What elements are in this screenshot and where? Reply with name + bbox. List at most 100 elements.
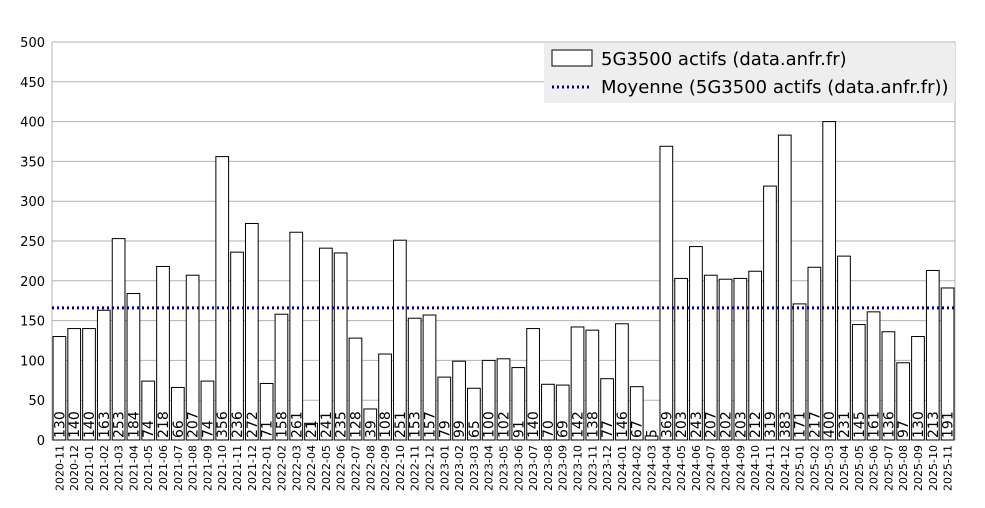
bar [644,435,659,441]
x-tick-label: 2021-04 [127,445,140,491]
value-label: 66 [171,420,187,438]
x-tick-label: 2025-01 [794,445,807,491]
bar [318,247,333,441]
bar [896,362,911,441]
value-label: 142 [571,411,587,438]
value-label: 356 [215,411,231,438]
value-label: 70 [541,420,557,438]
bar [851,324,866,441]
value-label: 235 [334,411,350,438]
x-tick-label: 2021-03 [113,445,126,491]
value-label: 108 [378,411,394,438]
x-tick-label: 2022-06 [335,445,348,491]
x-tick-label: 2025-08 [897,445,910,491]
x-tick-label: 2023-02 [453,445,466,491]
y-tick-label: 250 [20,235,45,250]
value-label: 319 [763,411,779,438]
bar [259,382,274,441]
bar [452,360,466,441]
value-label: 243 [689,411,705,438]
bar [170,386,185,441]
x-tick-label: 2023-10 [572,445,585,491]
value-label: 400 [822,411,838,438]
x-tick-label: 2023-09 [557,445,570,491]
x-tick-label: 2023-01 [438,445,451,491]
x-tick-label: 2022-05 [320,445,333,491]
bar [748,270,763,441]
x-tick-label: 2024-08 [720,445,733,491]
value-label: 71 [260,420,276,438]
y-axis-ticks: 0 50 100 150 200 250 300 350 400 450 500 [20,36,45,449]
x-tick-label: 2023-07 [527,445,540,491]
value-label: 74 [141,420,157,438]
bars [52,121,955,441]
value-label: 369 [659,411,675,438]
x-tick-label: 2021-06 [157,445,170,491]
bar [541,383,555,441]
x-tick-label: 2023-04 [483,445,496,491]
y-tick-label: 150 [20,315,45,330]
x-tick-label: 2025-06 [868,445,881,491]
bar [777,134,792,441]
value-label: 138 [585,411,601,438]
legend-box [544,43,955,103]
x-tick-label: 2022-12 [423,445,436,491]
x-tick-label: 2024-06 [690,445,703,491]
x-tick-label: 2025-02 [808,445,821,491]
bar [763,185,777,441]
bar [467,387,481,441]
bar [185,274,200,441]
value-label: 91 [511,420,527,438]
value-label: 261 [289,411,305,438]
bar [940,287,955,441]
x-tick-label: 2021-10 [216,445,229,491]
bar [600,378,614,441]
bar [304,422,318,441]
x-tick-label: 2020-11 [53,445,66,491]
y-tick-label: 0 [37,434,45,449]
value-label: 128 [348,411,364,438]
value-label: 213 [926,411,942,438]
x-tick-label: 2022-07 [349,445,362,491]
value-label: 77 [600,420,616,438]
value-label: 161 [867,411,883,438]
value-label: 236 [230,411,246,438]
legend: 5G3500 actifs (data.anfr.fr) Moyenne (5G… [544,43,955,103]
y-tick-label: 200 [20,275,45,290]
x-tick-label: 2023-12 [601,445,614,491]
x-tick-label: 2024-02 [631,445,644,491]
bar [393,239,407,441]
bar [733,277,748,441]
value-label: 140 [526,411,542,438]
x-tick-label: 2021-11 [231,445,244,491]
x-tick-label: 2021-12 [246,445,259,491]
legend-label-bars: 5G3500 actifs (data.anfr.fr) [601,49,847,70]
value-label: 130 [911,411,927,438]
x-tick-label: 2025-05 [853,445,866,491]
value-label: 251 [393,411,409,438]
x-tick-label: 2024-05 [675,445,688,491]
bar [481,359,496,441]
value-label: 218 [156,411,172,438]
x-tick-label: 2022-09 [379,445,392,491]
x-tick-label: 2021-01 [83,445,96,491]
value-label: 207 [186,411,202,438]
bar [925,269,940,441]
x-tick-label: 2022-11 [409,445,422,491]
value-label: 74 [200,420,216,438]
bar [615,323,629,441]
bar [82,328,96,441]
legend-swatch-bars [551,49,593,67]
x-tick-label: 2022-03 [290,445,303,491]
bar [496,358,511,441]
y-tick-label: 450 [20,76,45,91]
bar [718,278,733,441]
value-label: 140 [82,411,98,438]
y-tick-label: 350 [20,155,45,170]
bar [437,376,452,441]
value-label: 99 [452,420,468,438]
bar [274,313,289,441]
value-label: 212 [748,411,764,438]
value-label: 130 [52,411,68,438]
bar [215,156,230,441]
